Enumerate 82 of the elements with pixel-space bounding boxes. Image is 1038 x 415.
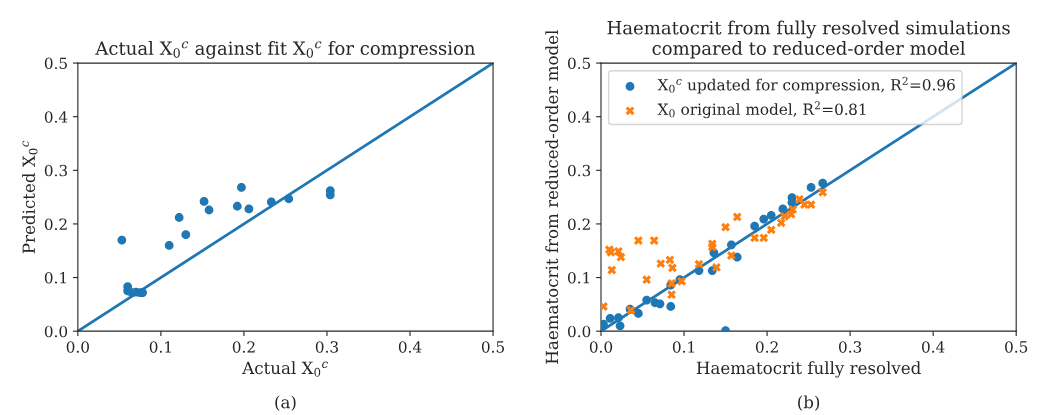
point <box>788 205 798 214</box>
point <box>181 230 191 240</box>
x-tick-label: 0.3 <box>315 341 338 353</box>
y-tick-label: 0.2 <box>567 218 590 230</box>
point <box>237 183 246 192</box>
x-tick-label: 0.3 <box>838 341 862 353</box>
point <box>615 321 625 331</box>
chart-title: Haematocrit from fully resolved simulations compared to reduced-order model <box>607 20 1010 59</box>
point <box>614 313 623 323</box>
point <box>633 236 643 245</box>
point <box>607 265 617 275</box>
chart-title: Actual X$_{0}$$^{c}$ against fit X$_{0}$$^{c}$ for compression <box>95 41 475 59</box>
point <box>666 302 676 311</box>
y-tick-label: 0.4 <box>44 111 68 123</box>
point <box>668 263 677 273</box>
legend-label: X$_{0}$ original model, R$^{2}$=0.81 <box>657 101 866 119</box>
point <box>721 222 730 232</box>
point <box>806 183 816 192</box>
point <box>778 204 788 214</box>
point <box>266 197 276 207</box>
x-tick-label: 0.4 <box>922 341 945 353</box>
point <box>117 235 127 245</box>
point <box>244 204 254 214</box>
x-tick-label: 0.0 <box>589 341 613 353</box>
x-tick-label: 0.4 <box>398 341 422 353</box>
point <box>806 200 816 210</box>
y-tick-label: 0.3 <box>44 164 67 177</box>
x-axis-title: Haematocrit fully resolved <box>696 361 921 378</box>
point <box>726 251 736 260</box>
y-axis-title: Predicted X$_{0}$$^{c}$ <box>22 140 38 254</box>
point <box>642 275 652 285</box>
point <box>605 313 615 323</box>
point <box>665 255 675 265</box>
point <box>759 214 769 224</box>
y-tick-label: 0.3 <box>567 164 591 177</box>
point <box>174 213 184 222</box>
point <box>633 309 643 318</box>
point <box>818 187 828 197</box>
y-tick-label: 0.5 <box>567 57 591 70</box>
x-tick-label: 0.2 <box>755 341 778 353</box>
text: (a) <box>275 395 296 411</box>
legend-label: X$_{0}$$^{c}$ updated for compression, R$^{2}$=0.96 <box>657 76 955 94</box>
point <box>766 225 776 235</box>
point <box>199 197 209 206</box>
point <box>642 295 652 305</box>
y-tick-label: 0.1 <box>44 272 66 284</box>
point <box>712 262 721 272</box>
y-tick-label: 0.0 <box>567 325 591 338</box>
point <box>750 233 760 243</box>
point <box>780 212 789 221</box>
point <box>750 221 760 231</box>
y-tick-label: 0.1 <box>567 272 590 284</box>
point <box>818 178 828 188</box>
point <box>726 240 736 250</box>
x-tick-label: 0.5 <box>481 341 505 353</box>
x-axis-title: Actual X$_{0}$$^{c}$ <box>242 361 328 377</box>
point <box>204 205 214 215</box>
y-tick-label: 0.4 <box>567 111 591 123</box>
point <box>655 299 665 309</box>
y-tick-label: 0.0 <box>44 325 68 338</box>
point <box>232 201 242 211</box>
point <box>164 240 174 250</box>
x-tick-label: 0.1 <box>149 341 171 353</box>
x-tick-label: 0.5 <box>1005 341 1028 353</box>
point <box>759 233 769 243</box>
y-tick-label: 0.2 <box>44 218 67 230</box>
point <box>656 259 666 268</box>
text: (b) <box>798 395 820 411</box>
point <box>766 210 776 220</box>
point <box>284 194 294 204</box>
point <box>694 259 704 269</box>
point <box>667 290 676 300</box>
x-tick-label: 0.2 <box>232 341 255 353</box>
point <box>649 236 659 245</box>
y-axis-title: Haematocrit from reduced-order model <box>545 30 559 364</box>
x-tick-label: 0.1 <box>672 341 695 353</box>
point <box>800 200 809 210</box>
y-tick-label: 0.5 <box>44 57 67 70</box>
x-tick-label: 0.0 <box>66 341 89 353</box>
point <box>776 218 786 228</box>
point <box>616 252 626 262</box>
point <box>732 212 742 222</box>
